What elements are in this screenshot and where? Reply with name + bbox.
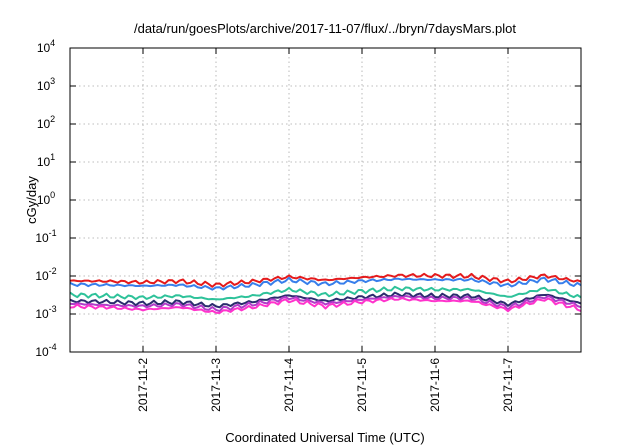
y-tick-label: 10-3 <box>35 304 56 321</box>
y-tick-label: 100 <box>37 190 55 207</box>
x-axis-label: Coordinated Universal Time (UTC) <box>225 430 424 445</box>
series-layer <box>69 272 582 314</box>
x-tick-label: 2017-11-3 <box>209 358 223 412</box>
series-line-5 <box>69 295 582 313</box>
y-tick-label: 10-1 <box>35 228 56 245</box>
y-tick-label: 101 <box>37 152 55 169</box>
y-tick-label: 103 <box>37 76 55 93</box>
x-axis: 2017-11-2 2017-11-3 2017-11-4 2017-11-5 2017… <box>136 48 515 412</box>
y-tick-label: 10-4 <box>35 342 56 359</box>
series-line-3 <box>69 285 582 301</box>
y-axis: 10-4 10-3 10-2 10-1 100 101 102 103 104 <box>35 38 581 359</box>
x-tick-label: 2017-11-7 <box>501 358 515 412</box>
y-tick-label: 10-2 <box>35 266 56 283</box>
y-tick-label: 104 <box>37 38 55 55</box>
x-tick-label: 2017-11-2 <box>136 358 150 412</box>
y-axis-label: cGy/day <box>24 176 39 224</box>
series-line-6 <box>69 297 582 314</box>
y-tick-label: 102 <box>37 114 55 131</box>
x-tick-label: 2017-11-6 <box>428 358 442 412</box>
x-tick-label: 2017-11-5 <box>355 358 369 412</box>
series-line-4 <box>69 291 582 309</box>
x-tick-label: 2017-11-4 <box>282 358 296 412</box>
chart-title: /data/run/goesPlots/archive/2017-11-07/f… <box>134 21 516 36</box>
series-line-2 <box>69 276 582 291</box>
series-line-1 <box>69 272 582 288</box>
